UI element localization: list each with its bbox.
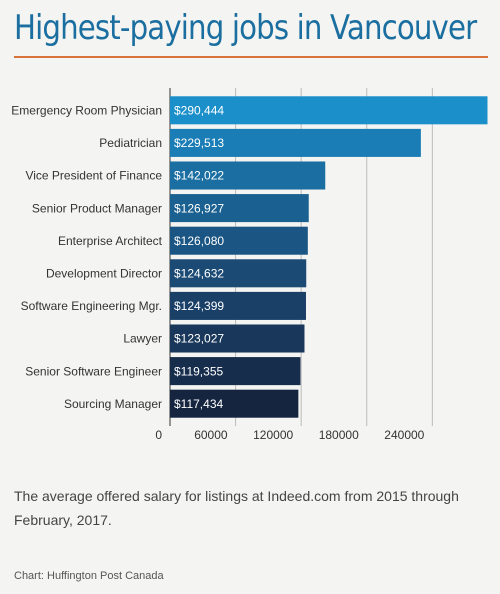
- bar: [170, 194, 309, 223]
- y-tick-label: Software Engineering Mgr.: [21, 299, 162, 313]
- x-tick-label: 120000: [253, 428, 293, 442]
- value-label: $123,027: [174, 332, 224, 346]
- value-label: $117,434: [174, 397, 223, 411]
- chart-subtitle: The average offered salary for listings …: [14, 488, 459, 528]
- chart: 0 60000 120000 180000 240000 Emergency Room P…: [11, 88, 488, 442]
- bar: [170, 96, 488, 125]
- bar: [170, 226, 308, 255]
- bar: [170, 128, 421, 157]
- bar: [170, 357, 301, 386]
- value-label: $119,355: [174, 364, 223, 378]
- x-tick-label: 60000: [194, 428, 228, 442]
- value-label: $126,080: [174, 234, 224, 248]
- y-tick-label: Pediatrician: [99, 136, 162, 150]
- bar: [170, 389, 299, 418]
- x-tick-label: 240000: [384, 428, 424, 442]
- title-rule: [14, 56, 488, 58]
- value-label: $142,022: [174, 169, 224, 183]
- y-tick-label: Enterprise Architect: [58, 234, 163, 248]
- value-label: $229,513: [174, 136, 224, 150]
- bar: [170, 291, 306, 320]
- value-label: $124,399: [174, 299, 224, 313]
- x-tick-label: 180000: [319, 428, 359, 442]
- x-tick-label: 0: [155, 428, 162, 442]
- y-tick-label: Senior Product Manager: [32, 201, 162, 215]
- value-label: $124,632: [174, 266, 224, 280]
- y-tick-label: Senior Software Engineer: [25, 364, 162, 378]
- bar: [170, 324, 305, 353]
- chart-source: Chart: Huffington Post Canada: [14, 570, 164, 582]
- chart-title: Highest-paying jobs in Vancouver: [14, 8, 477, 48]
- value-label: $126,927: [174, 201, 224, 215]
- y-tick-label: Emergency Room Physician: [11, 103, 162, 117]
- y-tick-label: Sourcing Manager: [64, 397, 162, 411]
- y-tick-label: Lawyer: [123, 332, 162, 346]
- bar: [170, 259, 307, 288]
- value-label: $290,444: [174, 103, 224, 117]
- bar: [170, 161, 326, 190]
- y-tick-label: Vice President of Finance: [25, 169, 162, 183]
- y-tick-label: Development Director: [46, 266, 162, 280]
